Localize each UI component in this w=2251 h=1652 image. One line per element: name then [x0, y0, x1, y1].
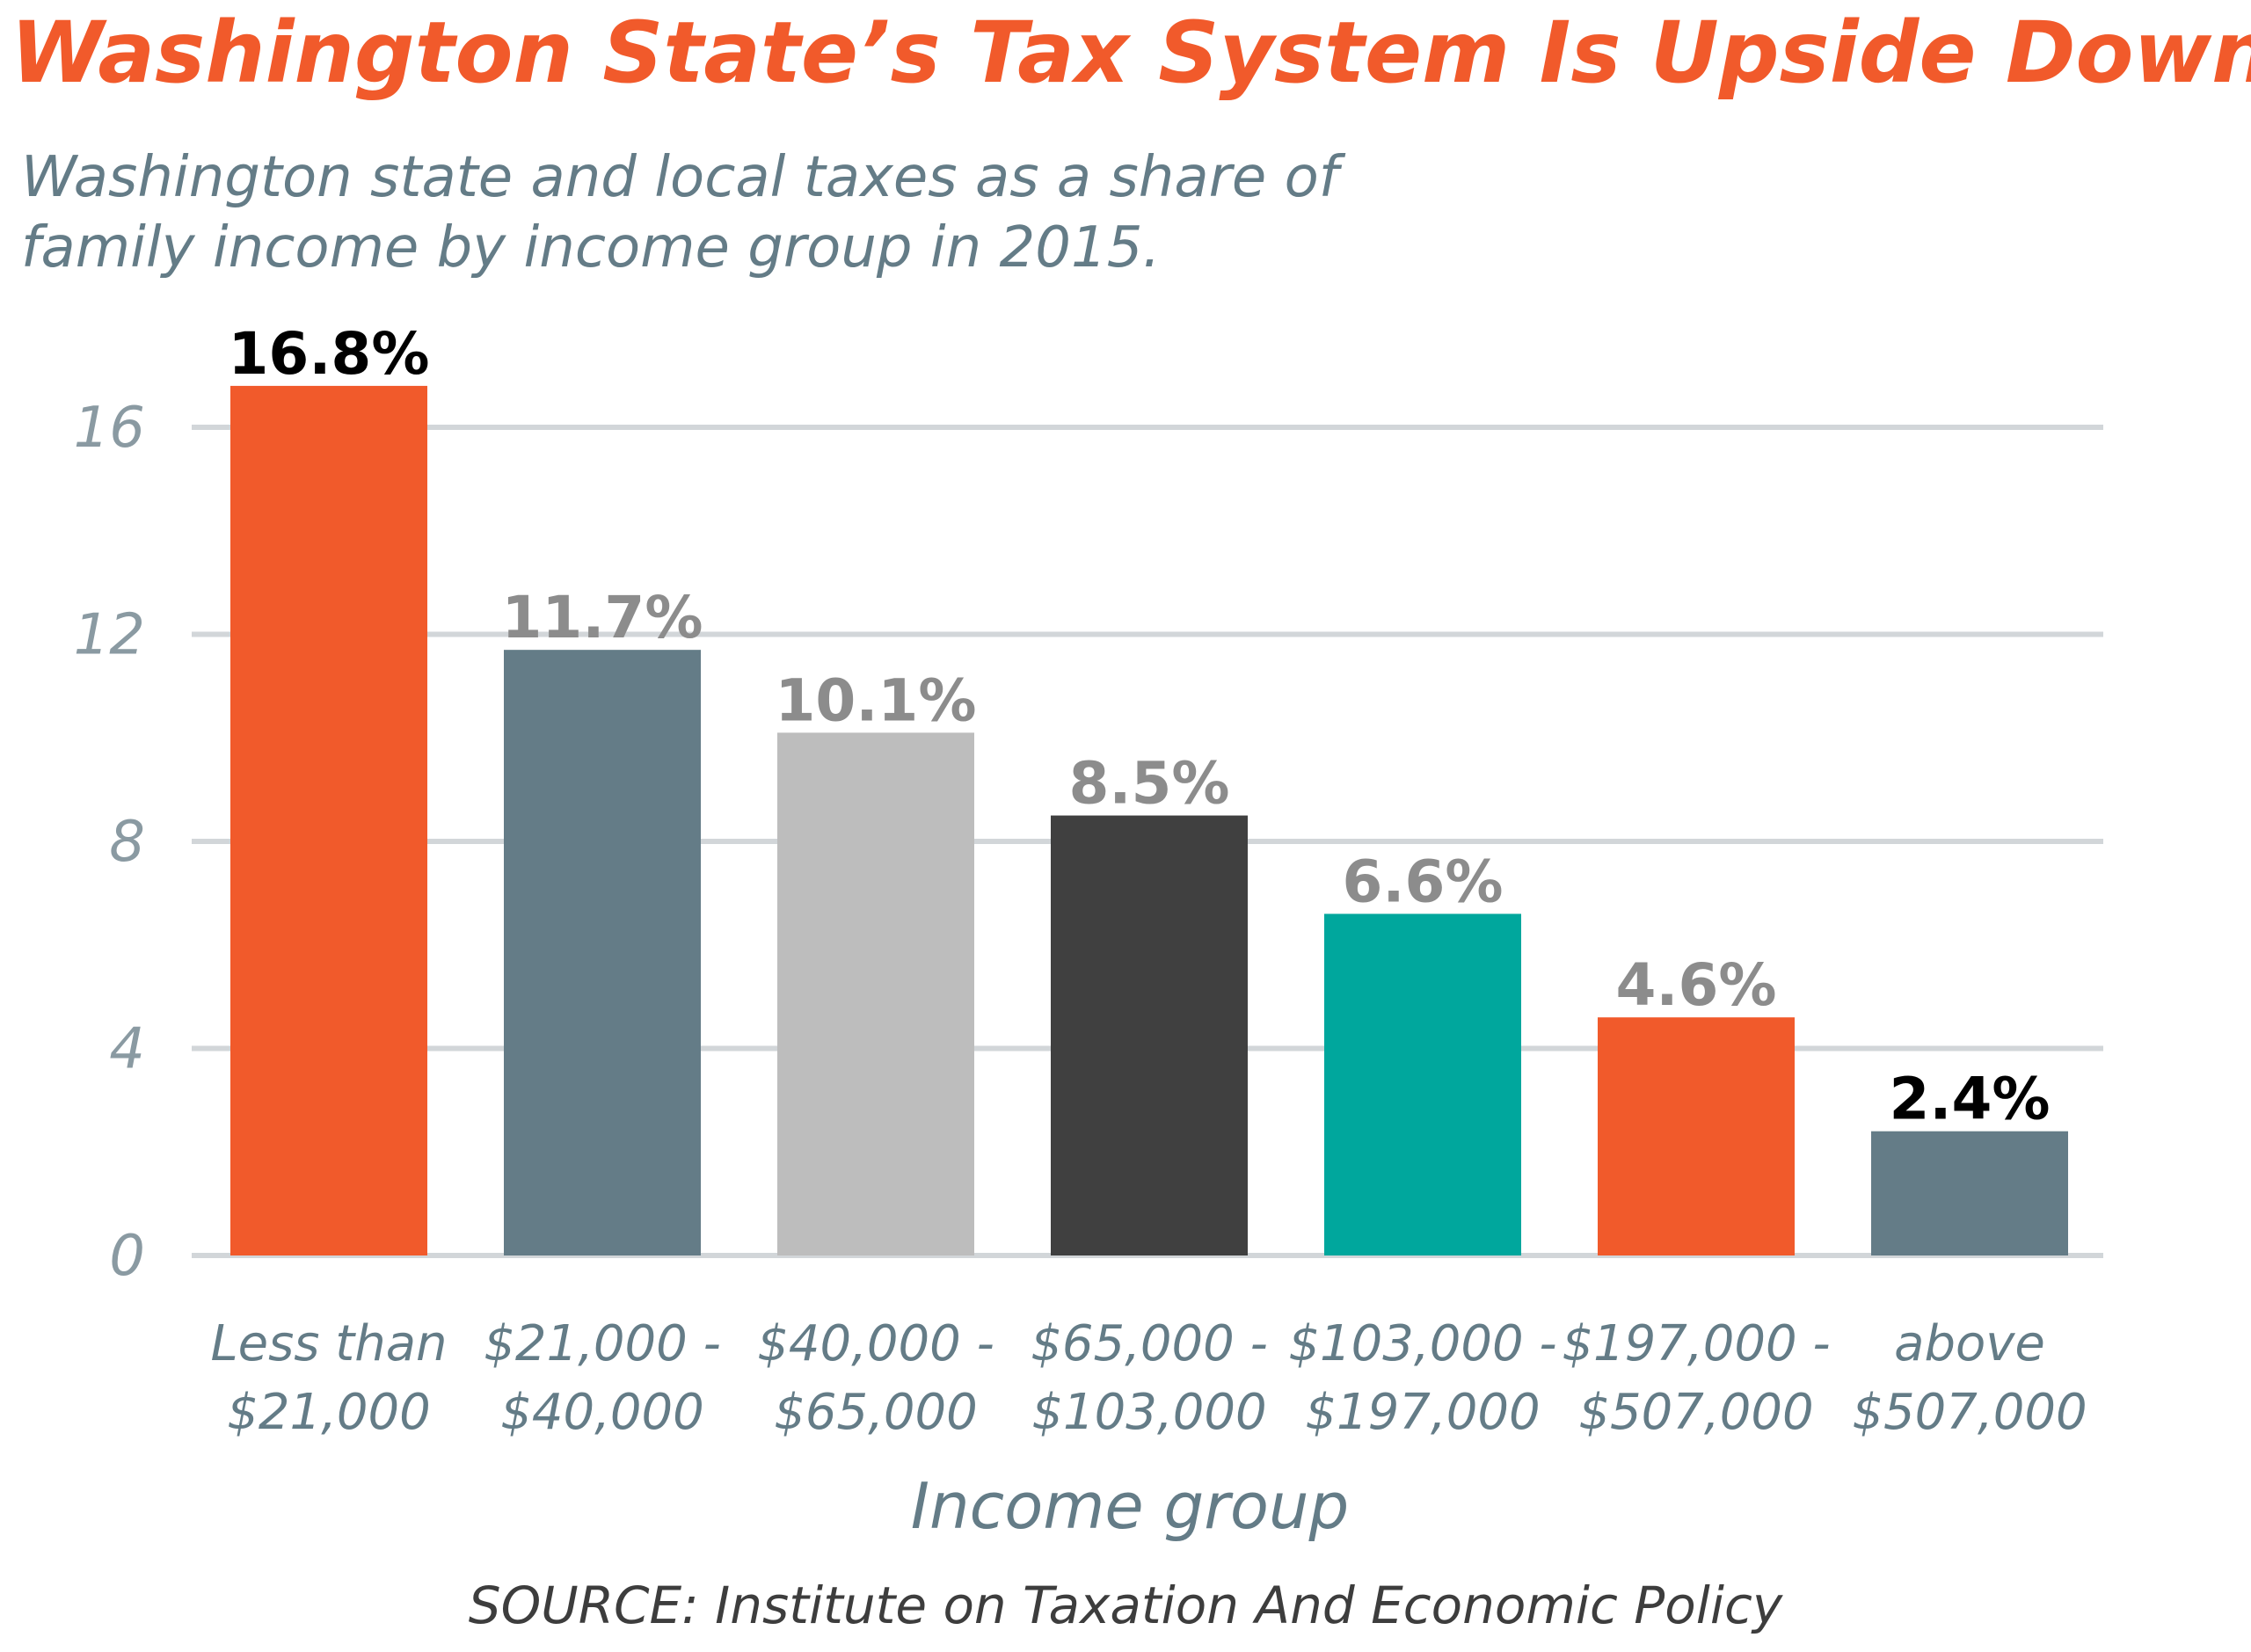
bar [1051, 815, 1248, 1255]
x-tick-label: $197,000 - [1562, 1315, 1830, 1372]
y-tick-label: 16 [74, 396, 145, 461]
bars [230, 385, 2068, 1255]
x-tick-label: $21,000 [227, 1384, 431, 1441]
x-tick-label: $103,000 [1031, 1384, 1266, 1441]
y-tick-label: 12 [74, 603, 145, 668]
chart-title: Washington State’s Tax System Is Upside … [11, 4, 2251, 102]
x-axis-ticks: Less than $21,000 $21,000 - $40,000 $40,000 … [210, 1315, 2087, 1441]
data-label: 16.8% [229, 320, 430, 388]
x-tick-label: $103,000 - [1288, 1315, 1556, 1372]
y-tick-label: 8 [109, 810, 145, 875]
x-tick-label: $40,000 [500, 1384, 704, 1441]
bar [230, 385, 427, 1255]
x-tick-label: $197,000 [1305, 1384, 1540, 1441]
x-tick-label: $507,000 [1578, 1384, 1813, 1441]
x-tick-label: $65,000 [774, 1384, 978, 1441]
subtitle-line-2: family income by income group in 2015. [21, 215, 1161, 280]
x-tick-label: $21,000 - [484, 1315, 721, 1372]
bar [504, 650, 701, 1255]
data-label: 11.7% [502, 584, 703, 651]
data-label: 10.1% [776, 666, 977, 734]
bar [1871, 1131, 2068, 1255]
x-tick-label: above [1894, 1315, 2045, 1372]
y-tick-label: 4 [109, 1017, 145, 1082]
data-label: 4.6% [1615, 951, 1776, 1019]
source-note: SOURCE: Institute on Taxation And Econom… [468, 1576, 1783, 1635]
value-labels: 16.8% 11.7% 10.1% 8.5% 6.6% 4.6% 2.4% [229, 320, 2051, 1133]
x-tick-label: $507,000 [1852, 1384, 2087, 1441]
data-label: 6.6% [1342, 848, 1503, 915]
y-tick-label: 0 [109, 1224, 145, 1289]
chart-subtitle: Washington state and local taxes as a sh… [21, 142, 1446, 283]
x-tick-label: $40,000 - [757, 1315, 994, 1372]
bar [1324, 913, 1521, 1255]
bar [1598, 1017, 1795, 1255]
data-label: 8.5% [1068, 750, 1229, 818]
x-axis-label: Income group [911, 1469, 1350, 1543]
data-label: 2.4% [1889, 1066, 2050, 1133]
y-axis-ticks: 0 4 8 12 16 [74, 396, 145, 1289]
bar [777, 732, 974, 1255]
subtitle-line-1: Washington state and local taxes as a sh… [21, 145, 1339, 210]
x-tick-label: Less than [210, 1315, 447, 1372]
x-tick-label: $65,000 - [1031, 1315, 1268, 1372]
